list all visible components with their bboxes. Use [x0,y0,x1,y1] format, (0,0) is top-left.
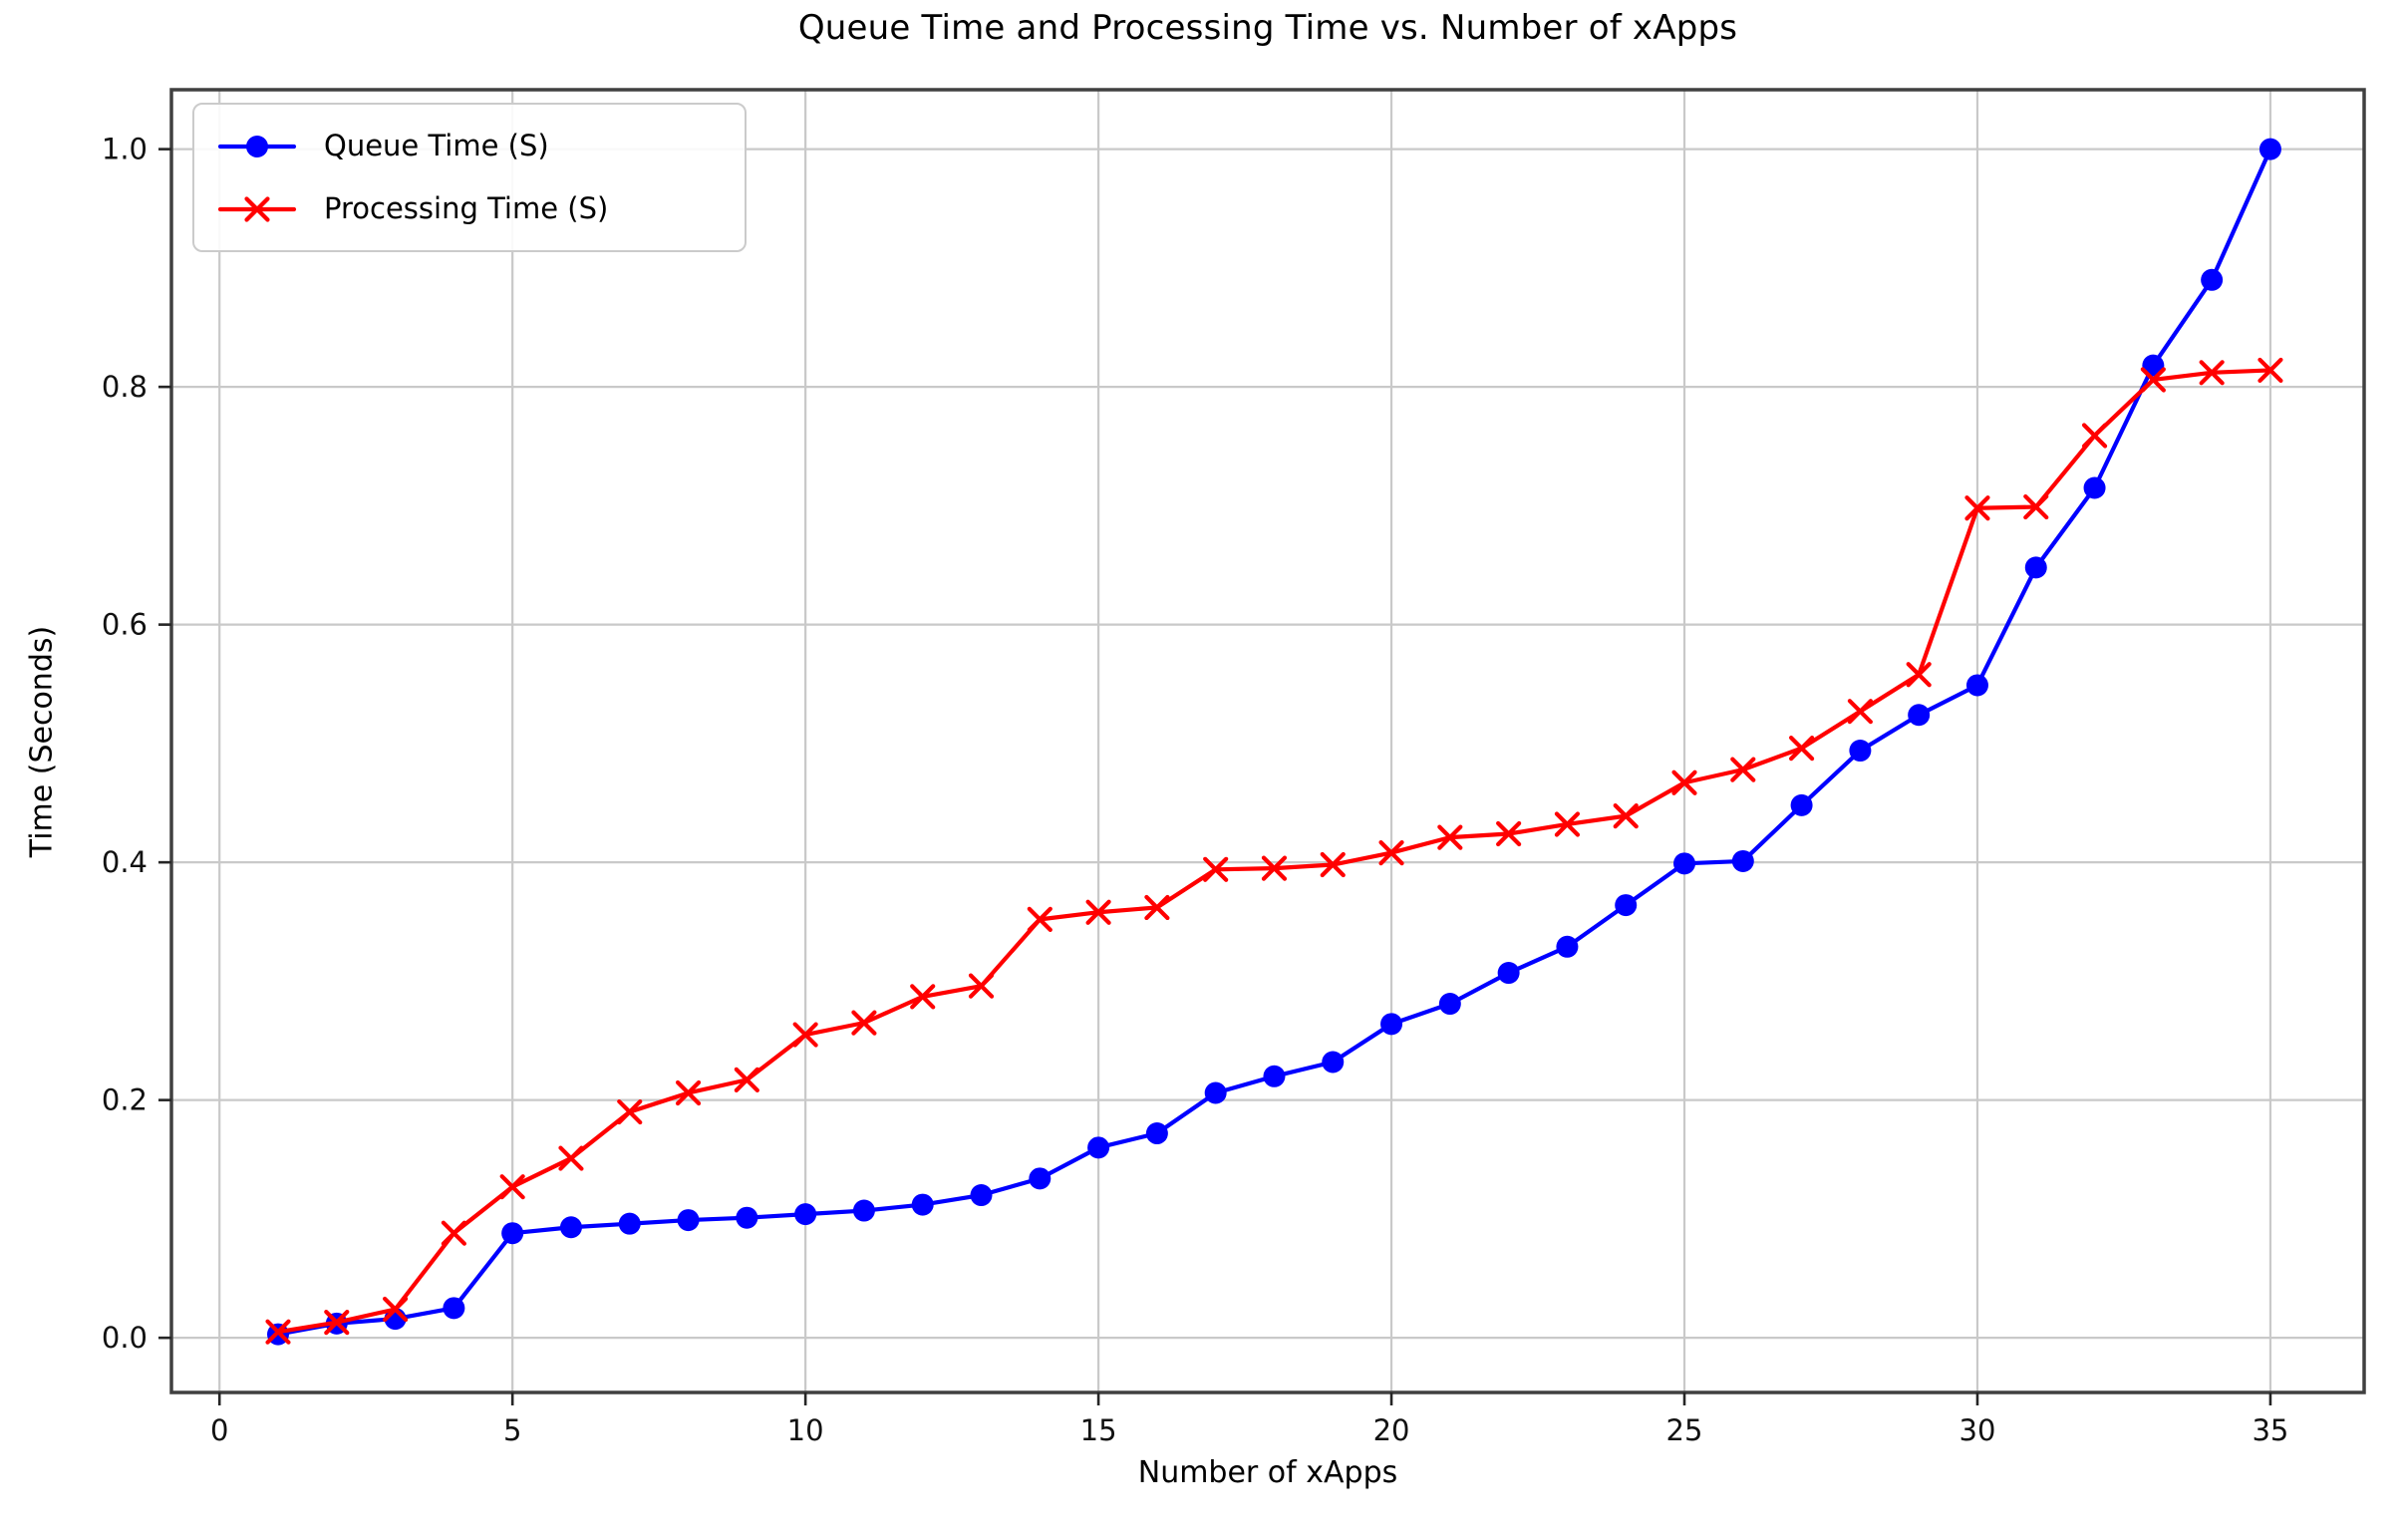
svg-text:35: 35 [2252,1413,2288,1447]
svg-text:0.2: 0.2 [102,1083,148,1117]
svg-text:25: 25 [1666,1413,1703,1447]
x-axis-label: Number of xApps [1137,1455,1398,1490]
queue-time-line-marker-icon [217,135,297,157]
legend-label-processing-time: Processing Time (S) [324,191,609,225]
legend-item-processing-time: Processing Time (S) [216,181,723,237]
svg-text:0.0: 0.0 [102,1321,148,1355]
legend-label-queue-time: Queue Time (S) [324,129,549,162]
chart-title: Queue Time and Processing Time vs. Numbe… [797,8,1738,48]
legend-item-queue-time: Queue Time (S) [216,119,723,174]
svg-text:0.6: 0.6 [102,608,148,642]
svg-text:30: 30 [1959,1413,1996,1447]
processing-time-line-marker-icon [217,195,297,222]
svg-text:20: 20 [1373,1413,1410,1447]
y-axis-label: Time (Seconds) [24,625,60,858]
legend: Queue Time (S) Processing Time (S) [192,103,747,252]
svg-text:5: 5 [503,1413,521,1447]
svg-text:1.0: 1.0 [102,133,148,166]
svg-text:15: 15 [1080,1413,1117,1447]
svg-text:0.4: 0.4 [102,845,148,879]
svg-text:0.8: 0.8 [102,370,148,404]
svg-text:0: 0 [210,1413,228,1447]
svg-text:10: 10 [787,1413,824,1447]
